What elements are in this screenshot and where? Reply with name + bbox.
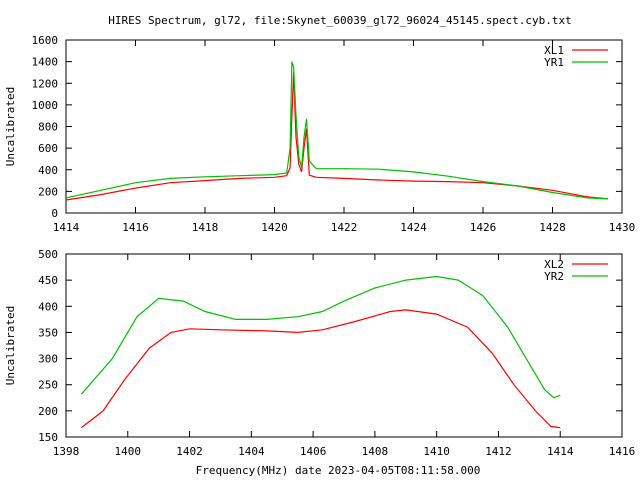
x-tick-label: 1422 xyxy=(331,221,358,234)
bottom-plot: 1398 1400 1402 1404 1406 1408 1410 1412 1414 1416… xyxy=(4,248,635,458)
y-tick-label: 0 xyxy=(51,207,58,220)
y-tick-label: 200 xyxy=(38,185,58,198)
x-tick-label: 1404 xyxy=(238,445,265,458)
series-line-xl2 xyxy=(81,309,561,429)
x-tick-label: 1428 xyxy=(539,221,566,234)
x-tick-label: 1398 xyxy=(53,445,80,458)
x-tick-label: 1430 xyxy=(609,221,636,234)
y-tick-label: 150 xyxy=(38,431,58,444)
series-line-yr2 xyxy=(80,275,561,399)
x-tick-label: 1414 xyxy=(53,221,80,234)
y-tick-label: 500 xyxy=(38,248,58,261)
x-tick-label: 1414 xyxy=(547,445,574,458)
y-tick-label: 450 xyxy=(38,274,58,287)
x-tick-label: 1406 xyxy=(300,445,327,458)
y-axis-label: Uncalibrated xyxy=(4,306,17,385)
y-tick-label: 1600 xyxy=(32,34,59,47)
y-tick-label: 200 xyxy=(38,405,58,418)
legend-label: XL2 xyxy=(544,258,564,271)
x-tick-label: 1410 xyxy=(423,445,450,458)
x-tick-label: 1418 xyxy=(192,221,219,234)
chart-title: HIRES Spectrum, gl72, file:Skynet_60039_… xyxy=(108,14,572,27)
legend-label: XL1 xyxy=(544,44,564,57)
x-tick-label: 1420 xyxy=(261,221,288,234)
y-tick-label: 800 xyxy=(38,121,58,134)
y-tick-label: 300 xyxy=(38,353,58,366)
legend-label: YR1 xyxy=(544,56,564,69)
x-tick-label: 1408 xyxy=(362,445,389,458)
y-tick-label: 400 xyxy=(38,300,58,313)
x-axis-label: Frequency(MHz) date 2023-04-05T08:11:58.… xyxy=(196,464,481,477)
x-tick-label: 1426 xyxy=(470,221,497,234)
x-tick-label: 1416 xyxy=(609,445,636,458)
y-tick-label: 1200 xyxy=(32,77,59,90)
legend-label: YR2 xyxy=(544,270,564,283)
y-tick-label: 600 xyxy=(38,142,58,155)
series-line-yr1 xyxy=(65,61,609,200)
plot-frame xyxy=(65,253,623,438)
y-tick-label: 350 xyxy=(38,326,58,339)
plot-frame xyxy=(65,39,623,214)
x-tick-label: 1424 xyxy=(400,221,427,234)
top-plot: 1414 1416 1418 1420 1422 1424 1426 1428 1430 0 200… xyxy=(4,34,635,234)
y-tick-label: 250 xyxy=(38,379,58,392)
x-tick-label: 1416 xyxy=(122,221,149,234)
x-tick-label: 1402 xyxy=(176,445,203,458)
series-line-xl1 xyxy=(65,72,609,201)
x-tick-label: 1412 xyxy=(485,445,512,458)
y-tick-label: 1000 xyxy=(32,99,59,112)
x-tick-label: 1400 xyxy=(115,445,142,458)
y-tick-label: 400 xyxy=(38,164,58,177)
y-axis-label: Uncalibrated xyxy=(4,87,17,166)
y-tick-label: 1400 xyxy=(32,56,59,69)
